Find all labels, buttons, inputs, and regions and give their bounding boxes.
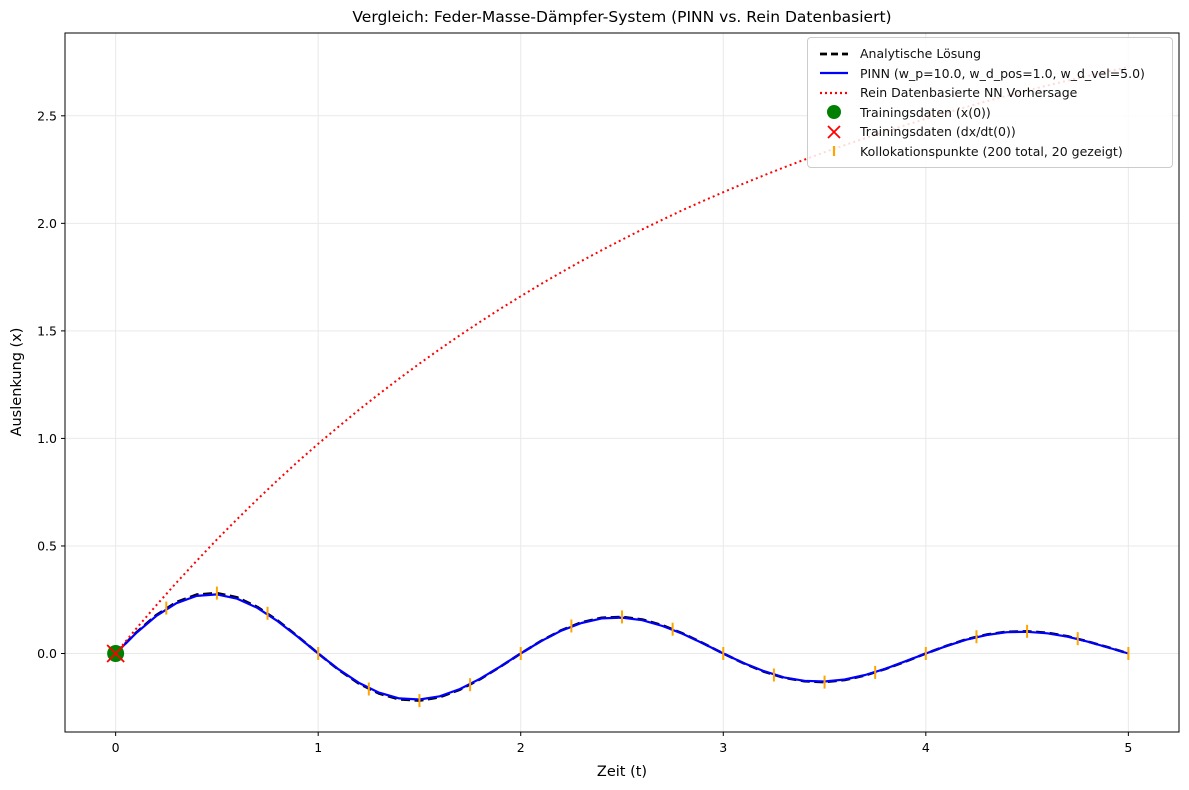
legend-marker-solid-icon bbox=[820, 71, 848, 75]
legend-label-training-dxdt: Trainingsdaten (dx/dt(0)) bbox=[860, 124, 1016, 140]
legend-marker-x bbox=[817, 124, 851, 140]
legend-marker-vline bbox=[817, 143, 851, 159]
axis-ticks: 0 1 2 3 4 5 0.0 0.5 1.0 1.5 2.0 2.5 bbox=[37, 108, 1132, 755]
legend-dot-sample bbox=[827, 105, 841, 120]
x-tick-label: 4 bbox=[922, 740, 930, 755]
x-axis-label: Zeit (t) bbox=[597, 764, 647, 780]
legend-label-nn: Rein Datenbasierte NN Vorhersage bbox=[860, 85, 1078, 101]
legend-item-pinn: PINN (w_p=10.0, w_d_pos=1.0, w_d_vel=5.0… bbox=[817, 64, 1163, 83]
legend-item-analytic: Analytische Lösung bbox=[817, 44, 1163, 63]
y-tick-label: 1.5 bbox=[37, 323, 57, 338]
x-tick-label: 0 bbox=[112, 740, 120, 755]
x-tick-label: 5 bbox=[1124, 740, 1132, 755]
collocation-points-markers bbox=[165, 586, 1130, 708]
training-dxdt-x-icon bbox=[106, 644, 125, 663]
legend-item-nn: Rein Datenbasierte NN Vorhersage bbox=[817, 83, 1163, 102]
legend-marker-dotted bbox=[817, 85, 851, 101]
legend-item-training-dxdt: Trainingsdaten (dx/dt(0)) bbox=[817, 122, 1163, 141]
x-tick-label: 3 bbox=[719, 740, 727, 755]
y-tick-label: 2.5 bbox=[37, 108, 57, 123]
chart-title: Vergleich: Feder-Masse-Dämpfer-System (P… bbox=[352, 8, 891, 26]
legend-label-training-x0: Trainingsdaten (x(0)) bbox=[860, 104, 991, 120]
legend-marker-dotted-icon bbox=[820, 91, 848, 94]
legend-marker-dashed-icon bbox=[820, 52, 848, 55]
legend-item-training-x0: Trainingsdaten (x(0)) bbox=[817, 103, 1163, 122]
y-axis-label: Auslenkung (x) bbox=[9, 328, 25, 437]
x-tick-label: 1 bbox=[314, 740, 322, 755]
legend-marker-solid bbox=[817, 65, 851, 81]
legend-label-pinn: PINN (w_p=10.0, w_d_pos=1.0, w_d_vel=5.0… bbox=[860, 65, 1145, 81]
series-layer bbox=[106, 66, 1130, 708]
y-tick-label: 0.5 bbox=[37, 538, 57, 553]
legend-marker-circle bbox=[817, 104, 851, 120]
training-point-dxdt-marker bbox=[106, 644, 125, 663]
legend-marker-x-icon bbox=[827, 125, 841, 139]
legend-label-collocation: Kollokationspunkte (200 total, 20 gezeig… bbox=[860, 143, 1123, 159]
legend-label-analytic: Analytische Lösung bbox=[860, 46, 982, 61]
legend-marker-circle-icon bbox=[827, 105, 841, 120]
y-tick-label: 0.0 bbox=[37, 646, 57, 661]
x-tick-label: 2 bbox=[517, 740, 525, 755]
legend-item-collocation: Kollokationspunkte (200 total, 20 gezeig… bbox=[817, 142, 1163, 161]
legend: Analytische Lösung PINN (w_p=10.0, w_d_p… bbox=[807, 37, 1173, 168]
legend-marker-dashed bbox=[817, 46, 851, 62]
legend-marker-vline-icon bbox=[832, 146, 836, 157]
plot-area bbox=[64, 32, 1180, 733]
legend-x-sample bbox=[827, 125, 841, 139]
y-tick-label: 2.0 bbox=[37, 216, 57, 231]
y-tick-label: 1.0 bbox=[37, 431, 57, 446]
